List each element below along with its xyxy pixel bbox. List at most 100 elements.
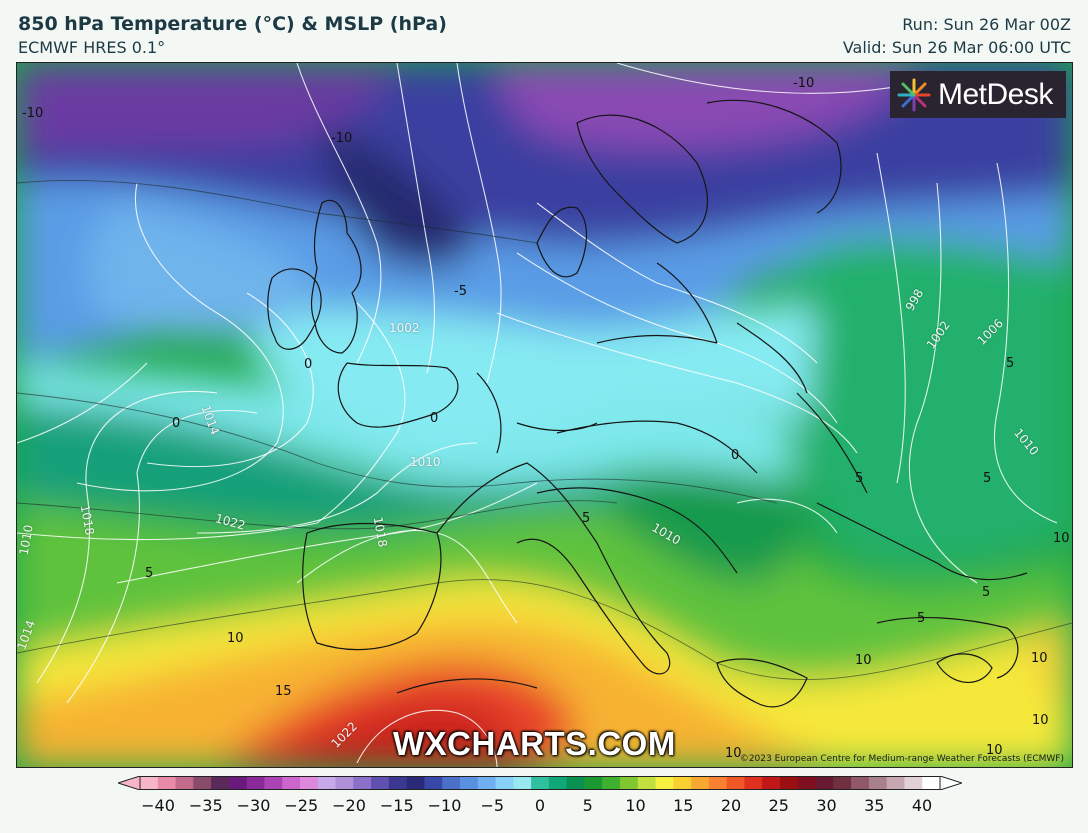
isobar-label: 1010	[410, 455, 441, 469]
model-label: ECMWF HRES 0.1°	[18, 38, 166, 57]
colorbar-cell	[424, 776, 443, 790]
colorbar-tick-label: −10	[427, 796, 462, 815]
colorbar-cell	[264, 776, 283, 790]
colorbar-cell	[851, 776, 870, 790]
colorbar-tick-label: −40	[141, 796, 175, 815]
colorbar-cell	[548, 776, 568, 790]
coastlines	[267, 99, 1028, 708]
temperature-label: 0	[731, 448, 740, 463]
colorbar-cell	[531, 776, 550, 790]
colorbar-tick-label: 25	[768, 796, 789, 815]
colorbar-cell	[335, 776, 354, 790]
temperature-label: 5	[582, 511, 591, 526]
colorbar-tick-label: 15	[673, 796, 694, 815]
colorbar-cell	[477, 776, 497, 790]
temperature-label: -10	[793, 76, 815, 91]
colorbar-cell	[353, 776, 372, 790]
colorbar-cell	[193, 776, 212, 790]
temperature-label: 5	[1006, 356, 1015, 371]
temperature-label: 10	[1053, 531, 1070, 546]
temperature-label: 5	[983, 471, 992, 486]
colorbar-low-arrow	[118, 776, 141, 790]
colorbar-cell	[673, 776, 692, 790]
temperature-label: -10	[22, 106, 44, 121]
temperature-label: 10	[1031, 651, 1048, 666]
colorbar-cell	[371, 776, 390, 790]
colorbar-cell	[797, 776, 817, 790]
brand-logo: MetDesk	[890, 71, 1066, 118]
colorbar-tick-label: −35	[188, 796, 223, 815]
colorbar-cell	[246, 776, 266, 790]
colorbar-tick-label: −15	[379, 796, 414, 815]
colorbar-cell	[904, 776, 923, 790]
temperature-contours	[17, 179, 1072, 681]
colorbar-cell	[691, 776, 710, 790]
watermark: WXCHARTS.COM	[393, 725, 676, 762]
valid-time: Valid: Sun 26 Mar 06:00 UTC	[842, 38, 1071, 57]
chart-title: 850 hPa Temperature (°C) & MSLP (hPa)	[18, 13, 447, 35]
colorbar-tick-label: −20	[332, 796, 366, 815]
colorbar-cell	[780, 776, 799, 790]
copyright: ©2023 European Centre for Medium-range W…	[739, 754, 1064, 764]
colorbar-cell	[495, 776, 514, 790]
colorbar-cell	[317, 776, 337, 790]
colorbar	[118, 776, 962, 790]
temperature-label: 0	[430, 411, 439, 426]
colorbar-cell	[175, 776, 194, 790]
colorbar-tick-label: 30	[816, 796, 837, 815]
colorbar-cell	[566, 776, 586, 790]
temperature-label: 15	[275, 684, 292, 699]
colorbar-cell	[388, 776, 408, 790]
colorbar-tick-label: 5	[582, 796, 593, 815]
temperature-label: -5	[454, 284, 467, 299]
colorbar-graphic	[118, 776, 962, 790]
temperature-field	[17, 63, 1072, 767]
colorbar-tick-label: 35	[864, 796, 885, 815]
temperature-label: -10	[331, 131, 353, 146]
isobar-lines	[17, 63, 1058, 767]
colorbar-cell	[157, 776, 177, 790]
colorbar-tick-label: 40	[911, 796, 933, 815]
colorbar-cell	[868, 776, 888, 790]
colorbar-cell	[815, 776, 834, 790]
colorbar-tick-label: −25	[284, 796, 319, 815]
temperature-label: 10	[227, 631, 244, 646]
colorbar-high-arrow	[939, 776, 962, 790]
temperature-label: 0	[304, 357, 313, 372]
colorbar-cell	[886, 776, 906, 790]
colorbar-cell	[922, 776, 941, 790]
temperature-label: 5	[982, 585, 991, 600]
colorbar-cell	[708, 776, 728, 790]
temperature-label: 10	[1032, 713, 1049, 728]
colorbar-tick-label: −5	[480, 796, 505, 815]
temperature-label: 10	[986, 743, 1003, 758]
colorbar-tick-label: 10	[625, 796, 646, 815]
colorbar-cell	[762, 776, 781, 790]
temperature-label: 5	[917, 611, 926, 626]
colorbar-cell	[211, 776, 230, 790]
colorbar-cell	[282, 776, 301, 790]
colorbar-tick-label: 0	[534, 796, 546, 815]
temperature-label: 5	[855, 471, 864, 486]
colorbar-tick-label: 20	[720, 796, 742, 815]
colorbar-cell	[620, 776, 639, 790]
temperature-label: 10	[855, 653, 872, 668]
colorbar-cell	[726, 776, 746, 790]
colorbar-cell	[406, 776, 426, 790]
temperature-label: 0	[172, 416, 181, 431]
isobar-label: 1002	[389, 321, 420, 335]
brand-logo-text: MetDesk	[938, 77, 1053, 111]
colorbar-cell	[513, 776, 532, 790]
brand-logo-icon	[897, 78, 931, 111]
colorbar-frame	[139, 776, 941, 790]
colorbar-cell	[602, 776, 621, 790]
colorbar-cell	[833, 776, 852, 790]
colorbar-cell	[460, 776, 479, 790]
colorbar-cell	[300, 776, 319, 790]
colorbar-cell	[584, 776, 603, 790]
temperature-label: 10	[725, 746, 742, 761]
colorbar-cell	[140, 776, 159, 790]
colorbar-cell	[637, 776, 657, 790]
run-time: Run: Sun 26 Mar 00Z	[902, 15, 1071, 34]
colorbar-cell	[228, 776, 248, 790]
